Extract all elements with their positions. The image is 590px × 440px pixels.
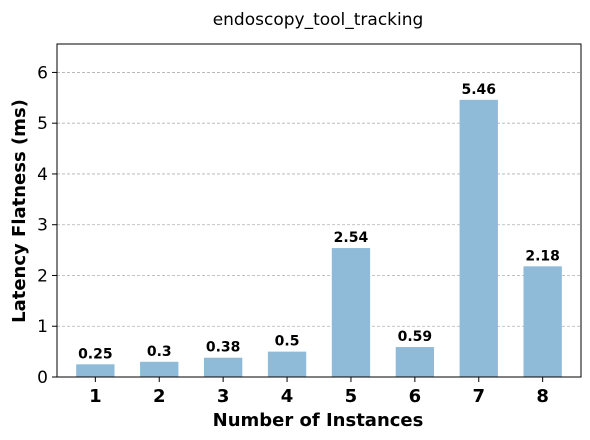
data-label-7: 5.46	[461, 82, 496, 98]
x-axis-ticks: 1 2 3 4 5 6 7 8	[89, 377, 549, 407]
bar-5	[331, 248, 371, 377]
y-tick-label-4: 4	[37, 165, 48, 185]
y-tick-label-2: 2	[37, 266, 48, 286]
bar-1	[76, 364, 115, 377]
bar-3	[203, 357, 243, 377]
data-label-1: 0.25	[78, 346, 113, 362]
y-axis-ticks: 0 1 2 3 4 5 6	[37, 63, 57, 388]
x-tick-label-8: 8	[536, 386, 549, 407]
x-tick-label-4: 4	[281, 386, 294, 407]
plot-frame	[56, 43, 582, 378]
data-labels: 0.25 0.3 0.38 0.5 2.54 0.59 5.46 2.18	[78, 82, 560, 362]
bar-4	[267, 351, 307, 377]
y-tick-label-6: 6	[37, 63, 48, 83]
bar-2	[140, 361, 179, 377]
y-tick-label-3: 3	[37, 216, 48, 236]
data-label-8: 2.18	[525, 248, 560, 264]
x-axis-label: Number of Instances	[213, 410, 424, 431]
x-tick-label-5: 5	[345, 386, 358, 407]
data-label-6: 0.59	[398, 329, 433, 345]
y-axis-label: Latency Flatness (ms)	[9, 99, 30, 323]
data-label-4: 0.5	[275, 334, 300, 350]
chart-title: endoscopy_tool_tracking	[213, 10, 424, 30]
bar-6	[395, 347, 435, 377]
bars	[76, 99, 562, 378]
data-label-2: 0.3	[147, 344, 172, 360]
x-tick-label-7: 7	[472, 386, 485, 407]
x-tick-label-1: 1	[89, 386, 102, 407]
y-tick-label-5: 5	[37, 114, 48, 134]
bar-8	[523, 266, 562, 377]
y-tick-label-1: 1	[37, 317, 48, 337]
grid-lines	[57, 72, 581, 327]
data-label-5: 2.54	[334, 230, 369, 246]
x-tick-label-3: 3	[217, 386, 230, 407]
y-tick-label-0: 0	[37, 368, 48, 388]
bar-7	[459, 99, 498, 378]
x-tick-label-6: 6	[409, 386, 422, 407]
data-label-3: 0.38	[206, 340, 241, 356]
x-tick-label-2: 2	[153, 386, 166, 407]
